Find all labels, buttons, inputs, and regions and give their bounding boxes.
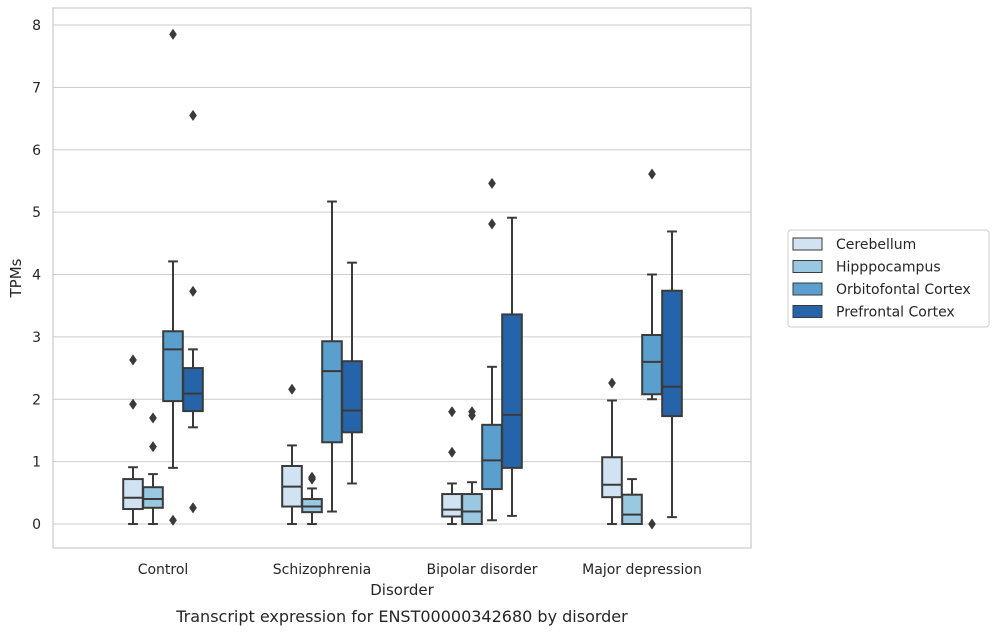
- outlier-point: [189, 502, 197, 514]
- outlier-point: [648, 168, 656, 180]
- y-tick-label: 1: [32, 455, 41, 471]
- y-tick-label: 7: [32, 80, 41, 96]
- box-iqr: [182, 367, 204, 413]
- box-iqr: [621, 493, 643, 525]
- outlier-point: [169, 514, 177, 526]
- legend-label: Cerebellum: [836, 237, 916, 253]
- legend-swatch: [792, 305, 823, 318]
- box-1-3: [621, 478, 643, 525]
- legend-label: Prefrontal Cortex: [836, 305, 955, 321]
- box-0-0: [122, 354, 144, 525]
- box-1-2: [461, 406, 483, 525]
- box-2-1: [321, 200, 343, 513]
- box-iqr: [461, 493, 483, 525]
- outlier-point: [448, 446, 456, 458]
- chart-caption: Transcript expression for ENST0000034268…: [175, 607, 628, 626]
- y-tick-label: 2: [32, 392, 41, 408]
- box-2-0: [162, 28, 184, 526]
- box-iqr: [481, 423, 503, 491]
- legend-label: Hipppocampus: [836, 260, 941, 276]
- y-tick-labels: 0 1 2 3 4 5 6 7 8: [32, 18, 41, 533]
- y-tick-label: 3: [32, 330, 41, 346]
- box-iqr: [501, 313, 523, 469]
- box-3-0: [182, 109, 204, 514]
- legend-swatch: [792, 237, 823, 251]
- outlier-point: [189, 109, 197, 122]
- legend-label: Orbitofontal Cortex: [836, 282, 971, 298]
- legend-frame: [787, 229, 990, 328]
- outlier-point: [288, 383, 296, 395]
- outlier-point: [468, 406, 476, 418]
- box-0-3: [601, 377, 623, 525]
- y-tick-label: 0: [32, 517, 41, 533]
- box-1-0: [142, 412, 164, 525]
- box-series: [122, 28, 683, 530]
- outlier-point: [189, 285, 197, 297]
- box-iqr: [142, 486, 164, 509]
- outlier-point: [129, 398, 137, 410]
- box-2-3: [641, 168, 663, 530]
- box-iqr: [122, 478, 144, 511]
- x-tick-label: Schizophrenia: [273, 562, 371, 578]
- plot-frame: [52, 7, 752, 549]
- box-iqr: [641, 334, 663, 396]
- box-3-3: [661, 230, 683, 519]
- box-3-2: [501, 216, 523, 517]
- x-axis-label: Disorder: [370, 581, 434, 599]
- y-tick-label: 4: [32, 268, 41, 284]
- outlier-point: [129, 354, 137, 366]
- box-0-2: [441, 406, 463, 525]
- box-iqr: [341, 360, 363, 434]
- box-2-2: [481, 177, 503, 522]
- gridlines: [53, 24, 751, 525]
- y-tick-label: 6: [32, 143, 41, 159]
- x-tick-labels: Control Schizophrenia Bipolar disorder Majo…: [138, 562, 702, 578]
- y-tick-label: 8: [32, 18, 41, 34]
- box-iqr: [162, 330, 184, 403]
- box-1-1: [301, 471, 323, 525]
- outlier-point: [308, 471, 316, 483]
- y-axis-label: TPMs: [7, 258, 25, 298]
- x-tick-label: Major depression: [582, 562, 702, 578]
- box-iqr: [321, 340, 343, 444]
- box-3-1: [341, 261, 363, 485]
- x-tick-label: Control: [138, 562, 189, 578]
- legend-swatch: [792, 282, 823, 296]
- outlier-point: [648, 518, 656, 530]
- box-iqr: [441, 493, 463, 518]
- outlier-point: [448, 406, 456, 418]
- box-iqr: [661, 289, 683, 418]
- legend-swatch: [792, 260, 823, 273]
- outlier-point: [488, 177, 496, 190]
- outlier-point: [149, 441, 157, 453]
- outlier-point: [149, 412, 157, 424]
- legend: Cerebellum Hipppocampus Orbitofontal Corte…: [787, 229, 990, 328]
- x-tick-label: Bipolar disorder: [426, 562, 537, 578]
- outlier-point: [169, 28, 177, 40]
- outlier-point: [488, 218, 496, 230]
- box-iqr: [601, 456, 623, 499]
- box-0-1: [281, 383, 303, 525]
- y-tick-label: 5: [32, 205, 41, 221]
- outlier-point: [608, 377, 616, 389]
